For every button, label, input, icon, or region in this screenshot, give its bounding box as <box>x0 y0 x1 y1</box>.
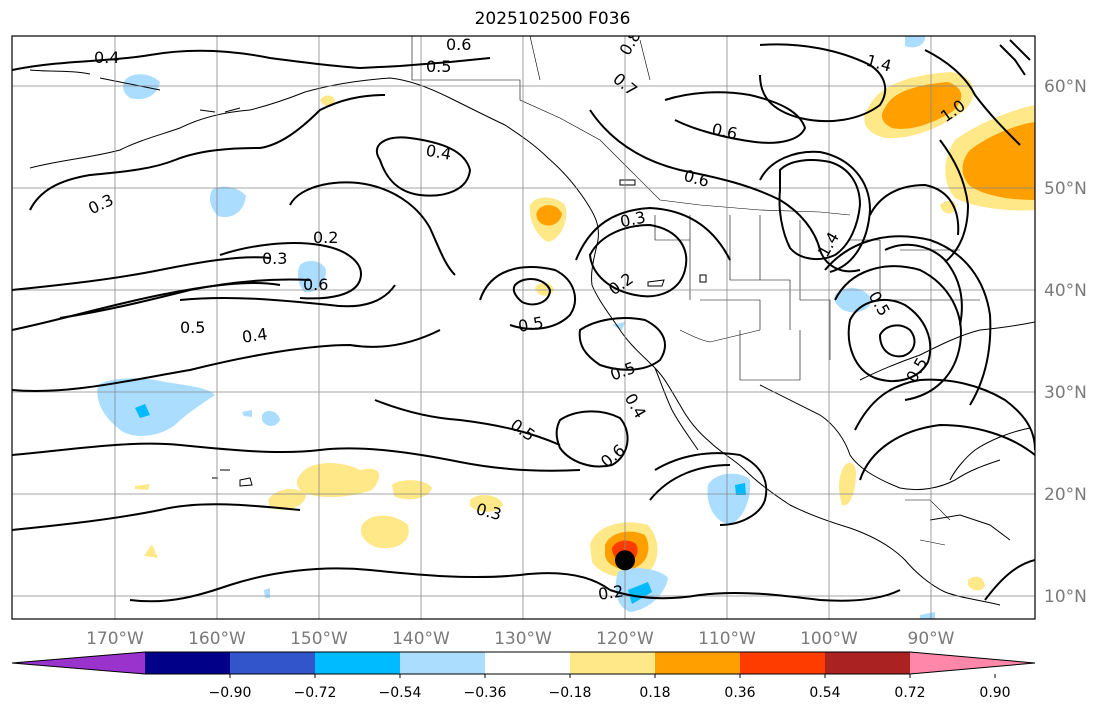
colorbar-bin <box>740 652 825 674</box>
colorbar-tick-label: 0.72 <box>894 685 925 701</box>
coastlines <box>29 69 1035 606</box>
colorbar-tick-labels: −0.90 −0.72 −0.54 −0.36 −0.18 0.18 0.36 0.54 0.7… <box>209 674 1011 701</box>
latitude-label: 20°N <box>1044 485 1087 505</box>
longitude-label: 90°W <box>908 629 955 649</box>
longitude-label: 110°W <box>698 629 756 649</box>
latitude-label: 40°N <box>1044 281 1087 301</box>
colorbar-tick-label: −0.18 <box>549 685 592 701</box>
contour-label: 0.4 <box>424 141 452 164</box>
contour-label: 0.6 <box>710 119 739 143</box>
contour-label: 0.3 <box>618 207 647 231</box>
colorbar-tick-label: 0.18 <box>639 685 670 701</box>
contour-lines <box>12 39 1035 603</box>
negative-anomaly-shading <box>97 36 935 619</box>
colorbar-tick-label: −0.54 <box>379 685 422 701</box>
longitude-label: 170°W <box>86 629 144 649</box>
colorbar-tick-label: −0.90 <box>209 685 252 701</box>
colorbar-tick-label: −0.36 <box>464 685 507 701</box>
colorbar-tick-label: 0.36 <box>724 685 755 701</box>
latitude-label: 50°N <box>1044 179 1087 199</box>
colorbar-bin <box>315 652 400 674</box>
map-plot-area: 0.4 0.6 0.5 0.8 0.7 1.4 0.6 1.0 0.4 0.3 … <box>12 35 1035 619</box>
contour-label: 0.5 <box>517 313 545 336</box>
storm-center-marker <box>615 550 635 571</box>
colorbar-bin <box>485 652 570 674</box>
contour-label: 0.5 <box>426 57 451 76</box>
map-title: 2025102500 F036 <box>474 9 631 29</box>
longitude-label: 150°W <box>290 629 348 649</box>
longitude-label: 160°W <box>188 629 246 649</box>
latitude-label: 60°N <box>1044 77 1087 97</box>
contour-label: 0.2 <box>313 228 338 247</box>
longitude-labels: 170°W 160°W 150°W 140°W 130°W 120°W 110°W 100°W… <box>86 629 955 649</box>
latitude-label: 10°N <box>1044 587 1087 607</box>
colorbar-bin <box>825 652 910 674</box>
colorbar-tick-label: 0.54 <box>809 685 840 701</box>
colorbar-bin <box>655 652 740 674</box>
contour-label: 0.2 <box>597 581 625 603</box>
contour-label: 0.5 <box>180 318 205 337</box>
colorbar-bin <box>12 652 145 674</box>
colorbar-tick-label: −0.72 <box>294 685 337 701</box>
colorbar-bin <box>400 652 485 674</box>
latitude-labels: 60°N 50°N 40°N 30°N 20°N 10°N <box>1044 77 1087 607</box>
colorbar-outline <box>11 651 1036 675</box>
contour-label: 0.3 <box>262 249 287 268</box>
contour-label: 0.6 <box>446 35 471 54</box>
contour-label: 0.4 <box>94 48 119 67</box>
contour-label: 0.4 <box>241 324 269 346</box>
political-borders <box>411 36 980 546</box>
colorbar-tick-label: 0.90 <box>979 685 1010 701</box>
longitude-label: 100°W <box>800 629 858 649</box>
contour-label: 0.6 <box>303 275 328 294</box>
longitude-label: 140°W <box>392 629 450 649</box>
colorbar-bin <box>910 652 1035 674</box>
longitude-label: 130°W <box>494 629 552 649</box>
colorbar-bin <box>145 652 230 674</box>
longitude-label: 120°W <box>596 629 654 649</box>
colorbar-bin <box>230 652 315 674</box>
colorbar <box>11 651 1036 675</box>
latitude-label: 30°N <box>1044 383 1087 403</box>
map-frame <box>11 35 1036 620</box>
colorbar-bin <box>570 652 655 674</box>
